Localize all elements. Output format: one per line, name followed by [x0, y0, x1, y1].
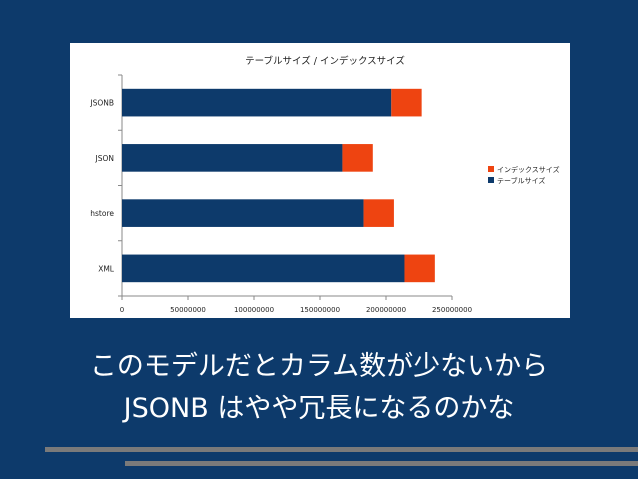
y-category-label: JSONB — [89, 99, 114, 108]
y-category-label: XML — [98, 264, 115, 273]
x-tick-label: 150000000 — [300, 306, 340, 314]
legend-swatch — [488, 177, 494, 183]
x-tick-label: 50000000 — [170, 306, 206, 314]
chart-title: テーブルサイズ / インデックスサイズ — [245, 55, 405, 67]
caption-line-1: このモデルだとカラム数が少ないから — [89, 351, 549, 382]
legend-label: テーブルサイズ — [497, 176, 545, 185]
x-tick-label: 200000000 — [366, 306, 406, 314]
x-tick-label: 0 — [120, 306, 124, 314]
decorative-stripe-top — [45, 447, 638, 452]
legend-swatch — [488, 166, 494, 172]
legend-label: インデックスサイズ — [497, 165, 560, 174]
bar-xml-series-0 — [122, 254, 405, 283]
plot-area: 0 50000000 100000000 150000000 200000000 2500… — [89, 74, 472, 314]
caption-line-2: JSONB はやや冗長になるのかな — [123, 393, 515, 424]
bar-hstore-series-1 — [363, 199, 394, 227]
bar-hstore-series-0 — [122, 199, 364, 227]
bar-jsonb-series-0 — [122, 88, 392, 117]
x-tick-label: 100000000 — [234, 306, 274, 314]
y-category-label: JSON — [95, 154, 115, 163]
bar-jsonb-series-1 — [391, 88, 422, 117]
y-category-label: hstore — [90, 209, 114, 218]
bar-json-series-1 — [342, 144, 373, 172]
decorative-stripe-bottom — [125, 461, 638, 466]
stacked-bar-chart: テーブルサイズ / インデックスサイズ 0 50000000 100000000 15… — [89, 55, 560, 314]
chart-panel: テーブルサイズ / インデックスサイズ 0 50000000 100000000 15… — [70, 43, 570, 318]
bar-xml-series-1 — [404, 254, 435, 283]
x-tick-label: 250000000 — [432, 306, 472, 314]
bar-json-series-0 — [122, 144, 343, 172]
